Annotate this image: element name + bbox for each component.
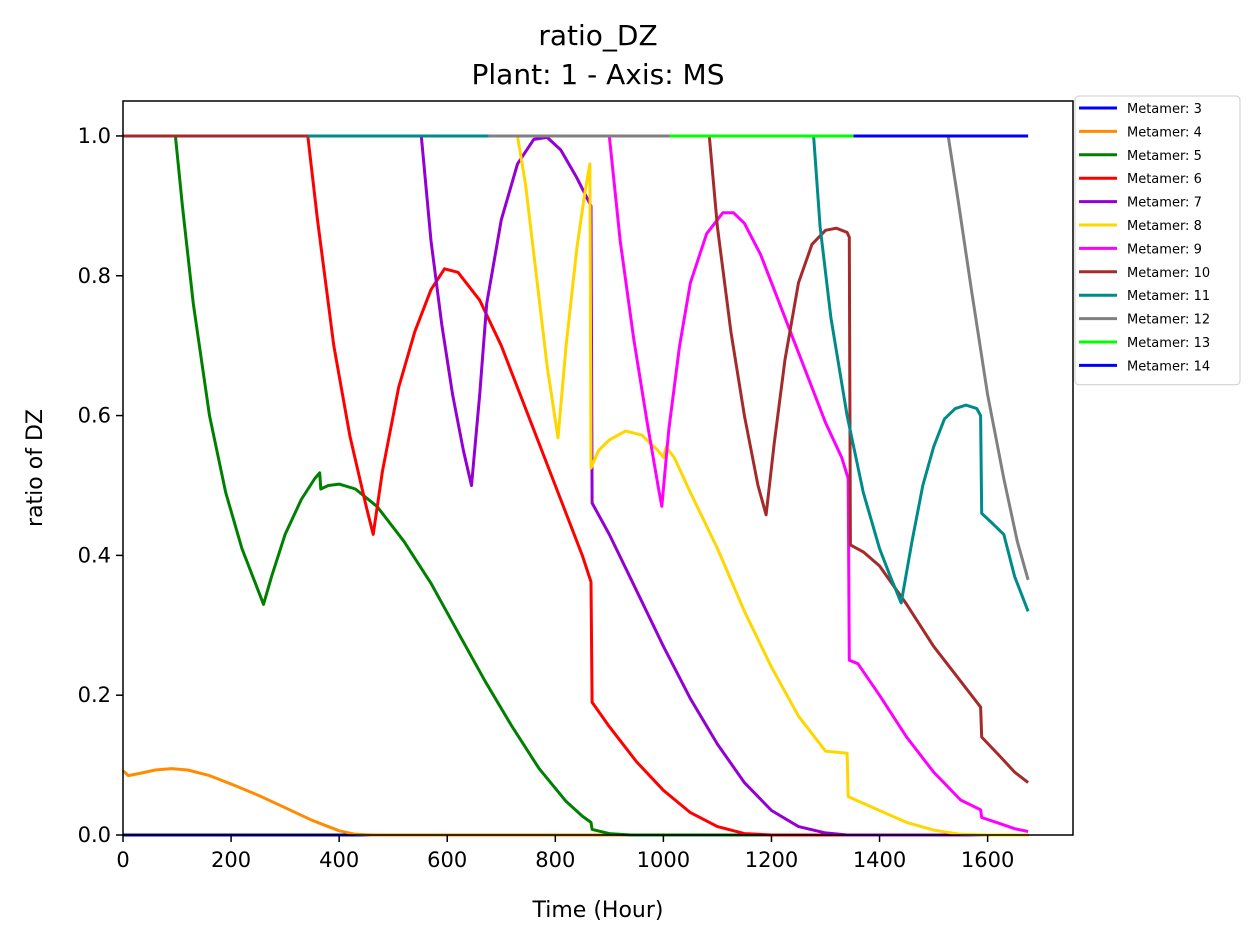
x-tick-label: 0 [116, 848, 129, 872]
legend-box [1074, 95, 1241, 386]
y-tick-label: 1.0 [78, 124, 111, 148]
x-tick-label: 400 [319, 848, 359, 872]
legend-label: Metamer: 14 [1127, 359, 1210, 374]
series-line-4 [123, 134, 1029, 837]
y-tick-label: 0.4 [78, 543, 111, 567]
series-line-2 [121, 767, 1029, 837]
legend-label: Metamer: 9 [1127, 242, 1202, 257]
y-tick-label: 0.6 [78, 404, 111, 428]
y-tick-label: 0.2 [78, 683, 111, 707]
legend-label: Metamer: 10 [1127, 266, 1210, 281]
series-line-7 [607, 135, 1029, 833]
x-tick-label: 1200 [745, 848, 798, 872]
legend-label: Metamer: 6 [1127, 172, 1202, 187]
legend-label: Metamer: 4 [1127, 125, 1202, 140]
series-line-5 [419, 135, 1029, 837]
legend-label: Metamer: 5 [1127, 149, 1202, 164]
x-tick-label: 600 [427, 848, 467, 872]
legend-label: Metamer: 12 [1127, 313, 1210, 328]
legend-label: Metamer: 3 [1127, 102, 1202, 117]
legend-label: Metamer: 11 [1127, 289, 1210, 304]
series-line-6 [516, 135, 1029, 837]
plot-area [121, 134, 1030, 837]
chart-title: ratio_DZ [538, 19, 657, 52]
x-tick-label: 1600 [961, 848, 1014, 872]
y-tick-label: 0.0 [78, 823, 111, 847]
x-tick-label: 200 [211, 848, 251, 872]
plot-frame [122, 100, 1074, 836]
series-line-8 [123, 134, 1030, 784]
chart-subtitle: Plant: 1 - Axis: MS [472, 58, 725, 91]
x-tick-label: 1400 [853, 848, 906, 872]
x-tick-label: 1000 [637, 848, 690, 872]
legend-label: Metamer: 8 [1127, 219, 1202, 234]
series-line-3 [123, 134, 1029, 837]
x-axis: 0 200 400 600 800 1000 1200 1400 1600 [116, 835, 1014, 872]
series-line-9 [307, 134, 1030, 612]
legend: Metamer: 3 Metamer: 4 Metamer: 5 Metamer: 6… [1074, 95, 1241, 386]
y-tick-label: 0.8 [78, 264, 111, 288]
y-axis: 0.0 0.2 0.4 0.6 0.8 1.0 [78, 124, 123, 847]
y-axis-label: ratio of DZ [23, 409, 48, 527]
x-axis-label: Time (Hour) [532, 898, 664, 923]
legend-label: Metamer: 7 [1127, 196, 1202, 211]
series-line-10 [488, 134, 1030, 581]
x-tick-label: 800 [535, 848, 575, 872]
legend-label: Metamer: 13 [1127, 336, 1210, 351]
